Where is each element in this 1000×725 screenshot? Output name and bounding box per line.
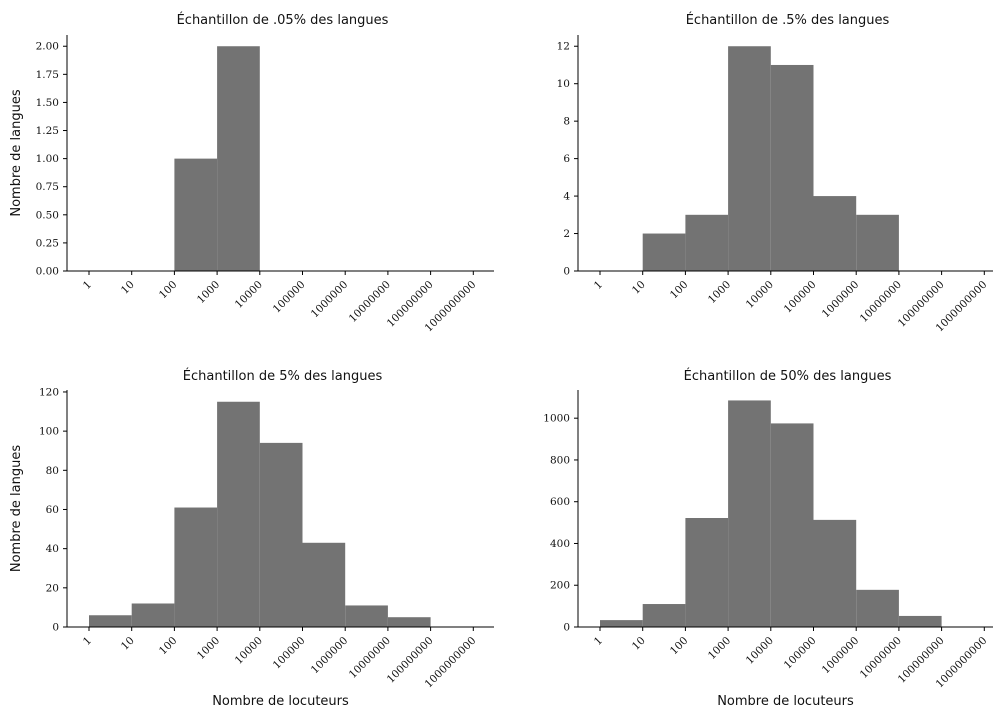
- y-tick-label: 200: [550, 580, 570, 592]
- histogram-bar: [728, 46, 771, 271]
- x-tick-label: 100000: [782, 279, 819, 316]
- histogram-bar: [345, 605, 388, 627]
- y-axis-label: Nombre de langues: [9, 89, 24, 216]
- y-tick-label: 20: [46, 582, 59, 594]
- histogram-bar: [600, 620, 643, 627]
- y-tick-label: 2: [563, 228, 570, 240]
- x-tick-label: 1000000: [309, 635, 351, 677]
- y-tick-label: 2.00: [36, 41, 59, 53]
- x-tick-label: 10: [630, 279, 648, 297]
- chart-panel-2: Échantillon de .5% des langues 0 2 4 6 8 10 12 1…: [557, 12, 993, 334]
- x-tick-label: 1: [592, 635, 605, 648]
- y-tick-label: 100: [39, 426, 59, 438]
- histogram-bar: [898, 615, 942, 627]
- x-axis-label: Nombre de locuteurs: [212, 694, 349, 709]
- chart-title: Échantillon de .5% des langues: [686, 12, 890, 28]
- histogram-bar: [770, 423, 814, 627]
- y-tick-label: 1.25: [36, 125, 59, 137]
- histogram-bar: [685, 214, 729, 271]
- histogram-bar: [174, 158, 218, 271]
- x-tick-label: 100: [157, 279, 180, 302]
- y-tick-label: 600: [550, 496, 570, 508]
- x-tick-label: 10000: [233, 635, 265, 667]
- y-tick-label: 1.75: [36, 69, 59, 81]
- y-tick-label: 6: [563, 153, 570, 165]
- x-tick-label: 1000: [706, 279, 733, 306]
- x-axis-label: Nombre de locuteurs: [717, 694, 854, 709]
- histogram-bar: [685, 518, 729, 627]
- y-tick-label: 1.00: [36, 153, 59, 165]
- y-tick-label: 0.00: [36, 266, 59, 278]
- y-tick-label: 40: [46, 543, 59, 555]
- y-tick-label: 0: [52, 622, 59, 634]
- x-tick-label: 10000000: [858, 635, 904, 681]
- histogram-bar: [174, 507, 218, 627]
- chart-title: Échantillon de 5% des langues: [183, 368, 383, 384]
- x-tick-label: 1000000: [820, 635, 862, 677]
- histogram-bar: [259, 442, 303, 627]
- chart-title: Échantillon de 50% des langues: [684, 368, 892, 384]
- x-tick-label: 1000: [195, 635, 222, 662]
- chart-panel-3: Échantillon de 5% des langues 0 20 40 60 80 10…: [9, 368, 494, 709]
- x-tick-label: 10000000: [858, 279, 904, 325]
- x-tick-label: 100000: [271, 635, 308, 672]
- x-tick-label: 100: [668, 279, 691, 302]
- y-tick-label: 8: [563, 116, 570, 128]
- histogram-bar: [89, 615, 132, 627]
- y-tick-label: 0.25: [36, 237, 59, 249]
- y-tick-label: 400: [550, 538, 570, 550]
- x-tick-label: 100: [668, 635, 691, 658]
- chart-panel-4: Échantillon de 50% des langues 0 200 400 600…: [543, 368, 993, 709]
- histogram-bar: [813, 519, 857, 627]
- histogram-bar: [642, 604, 686, 627]
- y-tick-label: 1000: [543, 413, 570, 425]
- y-tick-label: 0.50: [36, 209, 59, 221]
- y-tick-label: 0: [563, 622, 570, 634]
- y-tick-label: 60: [46, 504, 59, 516]
- x-tick-label: 1: [81, 635, 94, 648]
- x-tick-label: 1000000: [820, 279, 862, 321]
- histogram-bar: [728, 400, 771, 627]
- y-tick-label: 10: [557, 78, 570, 90]
- x-tick-label: 10000000: [347, 279, 393, 325]
- histogram-bar: [217, 401, 260, 627]
- histogram-bar: [770, 64, 814, 271]
- x-tick-label: 10: [119, 279, 137, 297]
- y-tick-label: 0: [563, 266, 570, 278]
- y-tick-label: 0.75: [36, 181, 59, 193]
- y-axis-label: Nombre de langues: [9, 445, 24, 572]
- y-tick-label: 1.50: [36, 97, 59, 109]
- x-tick-label: 10: [630, 635, 648, 653]
- x-tick-label: 1000: [195, 279, 222, 306]
- histogram-bar: [856, 214, 899, 271]
- histogram-bar: [856, 589, 899, 627]
- chart-panel-1: Échantillon de .05% des langues 0.00 0.25 0…: [9, 12, 494, 334]
- x-tick-label: 10000: [744, 279, 776, 311]
- y-tick-label: 120: [39, 386, 59, 398]
- histogram-bar: [813, 196, 857, 271]
- x-tick-label: 1: [81, 279, 94, 292]
- x-tick-label: 1: [592, 279, 605, 292]
- histogram-bar: [302, 542, 346, 627]
- chart-title: Échantillon de .05% des langues: [177, 12, 389, 28]
- histogram-bar: [642, 233, 686, 271]
- x-tick-label: 100: [157, 635, 180, 658]
- y-tick-label: 4: [563, 191, 570, 203]
- histogram-bar: [131, 603, 175, 627]
- x-tick-label: 10000: [233, 279, 265, 311]
- y-tick-label: 80: [46, 465, 59, 477]
- x-tick-label: 10000000: [347, 635, 393, 681]
- x-tick-label: 1000: [706, 635, 733, 662]
- y-tick-label: 12: [557, 41, 570, 53]
- x-tick-label: 10: [119, 635, 137, 653]
- x-tick-label: 10000: [744, 635, 776, 667]
- y-tick-label: 800: [550, 454, 570, 466]
- x-tick-label: 100000: [782, 635, 819, 672]
- histogram-bar: [217, 46, 260, 271]
- x-tick-label: 100000: [271, 279, 308, 316]
- x-tick-label: 1000000: [309, 279, 351, 321]
- histogram-bar: [387, 617, 431, 627]
